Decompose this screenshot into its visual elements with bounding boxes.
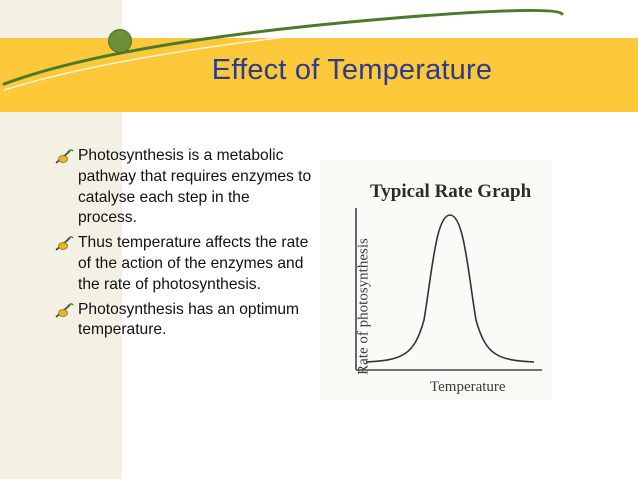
leaf-bullet-icon <box>55 302 74 318</box>
bullet-list: Photosynthesis is a metabolic pathway th… <box>50 146 312 345</box>
x-axis-label: Temperature <box>430 379 506 395</box>
list-item: Thus temperature affects the rate of the… <box>50 233 312 295</box>
list-item: Photosynthesis is a metabolic pathway th… <box>50 146 312 229</box>
bullet-text: Thus temperature affects the rate of the… <box>78 234 309 293</box>
leaf-bullet-icon <box>55 236 74 251</box>
page-title: Effect of Temperature <box>211 54 493 86</box>
rate-graph-figure: Typical Rate Graph Rate of photosynthesi… <box>320 160 552 400</box>
rate-curve <box>365 214 535 363</box>
graph-title: Typical Rate Graph <box>370 181 532 202</box>
logo-dot-icon <box>108 29 132 53</box>
leaf-bullet-icon <box>55 149 74 164</box>
list-item: Photosynthesis has an optimum temperatur… <box>50 300 312 342</box>
rate-graph <box>355 208 542 371</box>
bullet-text: Photosynthesis has an optimum temperatur… <box>78 300 300 339</box>
decorative-curve <box>2 8 564 91</box>
bullet-text: Photosynthesis is a metabolic pathway th… <box>78 147 312 227</box>
title-band <box>0 38 638 112</box>
y-axis-label: Rate of photosynthesis <box>355 238 372 375</box>
